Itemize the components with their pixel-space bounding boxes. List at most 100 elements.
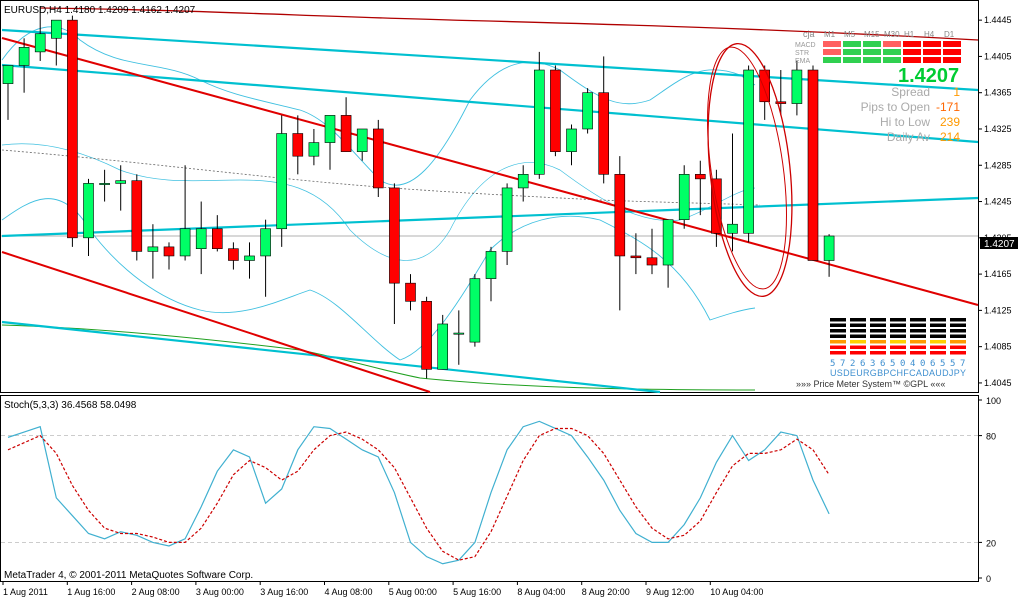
stoch-main-line	[7, 420, 830, 565]
meter-value: 3	[870, 359, 875, 369]
indicator-panel-label: cja	[803, 29, 815, 39]
meter-value: 5	[950, 359, 955, 369]
candle[interactable]	[582, 88, 593, 134]
candle[interactable]	[67, 15, 78, 247]
meter-bar	[830, 318, 846, 322]
candle[interactable]	[308, 128, 320, 166]
candle[interactable]	[276, 115, 288, 247]
meter-bar	[950, 318, 966, 322]
indicator-row-label: MACD	[795, 42, 816, 49]
meter-bar	[890, 345, 906, 349]
price-tick-label: 1.4325	[984, 124, 1012, 134]
channel-lower-line[interactable]	[1, 251, 431, 393]
candle[interactable]	[389, 183, 400, 324]
candle[interactable]	[195, 201, 207, 275]
meter-bar	[870, 318, 886, 322]
indicator-cell	[863, 57, 881, 63]
time-tick-label: 8 Aug 20:00	[582, 587, 630, 597]
candle[interactable]	[598, 56, 610, 184]
candle[interactable]	[18, 38, 30, 93]
candle[interactable]	[163, 242, 175, 270]
meter-value: 0	[920, 359, 925, 369]
candle[interactable]	[260, 219, 271, 297]
candle[interactable]	[775, 70, 787, 116]
candle[interactable]	[50, 19, 62, 66]
stoch-tick-label: 100	[986, 396, 1001, 406]
candle[interactable]	[372, 119, 384, 197]
candle[interactable]	[550, 65, 561, 157]
meter-bar	[950, 340, 966, 344]
candle[interactable]	[566, 124, 577, 166]
stoch-layer	[1, 420, 978, 565]
candle[interactable]	[485, 246, 497, 302]
candle[interactable]	[421, 296, 432, 379]
indicator-row-label: EMA	[795, 58, 811, 65]
candle[interactable]	[2, 65, 14, 120]
candle[interactable]	[115, 165, 126, 211]
candle[interactable]	[83, 178, 94, 256]
indicator-cell	[943, 57, 961, 63]
stat-value: -171	[936, 100, 960, 114]
candle[interactable]	[356, 128, 368, 161]
candle[interactable]	[228, 242, 239, 270]
meter-value: 6	[860, 359, 865, 369]
candle[interactable]	[469, 274, 481, 347]
candle[interactable]	[405, 274, 416, 311]
indicator-cell	[883, 57, 901, 63]
meter-bar	[950, 345, 966, 349]
candle[interactable]	[823, 234, 835, 277]
candle[interactable]	[453, 310, 465, 365]
candle[interactable]	[533, 51, 545, 179]
time-tick-label: 8 Aug 04:00	[517, 587, 565, 597]
indicator-row-label: STR	[795, 50, 809, 57]
envelope-line	[39, 7, 979, 41]
price-layer	[1, 6, 979, 394]
meter-value: 5	[830, 359, 835, 369]
time-tick-label: 3 Aug 00:00	[196, 587, 244, 597]
candle[interactable]	[179, 165, 191, 261]
price-tick-label: 1.4165	[984, 269, 1012, 279]
meter-value: 6	[880, 359, 885, 369]
candle[interactable]	[212, 215, 223, 252]
candle[interactable]	[131, 174, 143, 261]
indicator-cell	[843, 41, 861, 47]
candle[interactable]	[614, 156, 626, 311]
candle[interactable]	[324, 115, 336, 170]
hand-drawn-ellipse	[707, 42, 793, 298]
timeframe-label: D1	[944, 30, 955, 39]
price-tick-label: 1.4285	[984, 160, 1012, 170]
indicator-cell	[883, 49, 901, 55]
meter-bar	[930, 345, 946, 349]
candle[interactable]	[340, 97, 352, 152]
candle[interactable]	[244, 242, 255, 279]
trend-line[interactable]	[1, 320, 661, 394]
candle[interactable]	[147, 224, 159, 279]
stoch-signal-line	[7, 427, 830, 561]
meter-bar	[950, 323, 966, 327]
candle[interactable]	[437, 314, 449, 370]
indicator-cell	[863, 49, 881, 55]
meter-value: 7	[840, 359, 845, 369]
candle[interactable]	[662, 219, 674, 288]
candle[interactable]	[711, 169, 722, 247]
candle[interactable]	[99, 169, 110, 202]
meter-bar	[910, 340, 926, 344]
candle[interactable]	[694, 160, 706, 216]
time-tick-label: 1 Aug 16:00	[67, 587, 115, 597]
candle[interactable]	[646, 228, 658, 275]
candle[interactable]	[743, 65, 754, 243]
candle[interactable]	[727, 133, 738, 252]
candle[interactable]	[678, 165, 690, 229]
time-tick-label: 5 Aug 00:00	[389, 587, 437, 597]
candle[interactable]	[292, 115, 304, 175]
candle[interactable]	[807, 65, 819, 261]
candle[interactable]	[517, 165, 529, 202]
stoch-pane[interactable]	[0, 395, 979, 582]
candle[interactable]	[501, 183, 513, 266]
candle[interactable]	[791, 60, 803, 116]
meter-value: 6	[930, 359, 935, 369]
candle[interactable]	[630, 233, 642, 275]
time-tick-label: 9 Aug 12:00	[646, 587, 694, 597]
candle[interactable]	[34, 6, 46, 61]
